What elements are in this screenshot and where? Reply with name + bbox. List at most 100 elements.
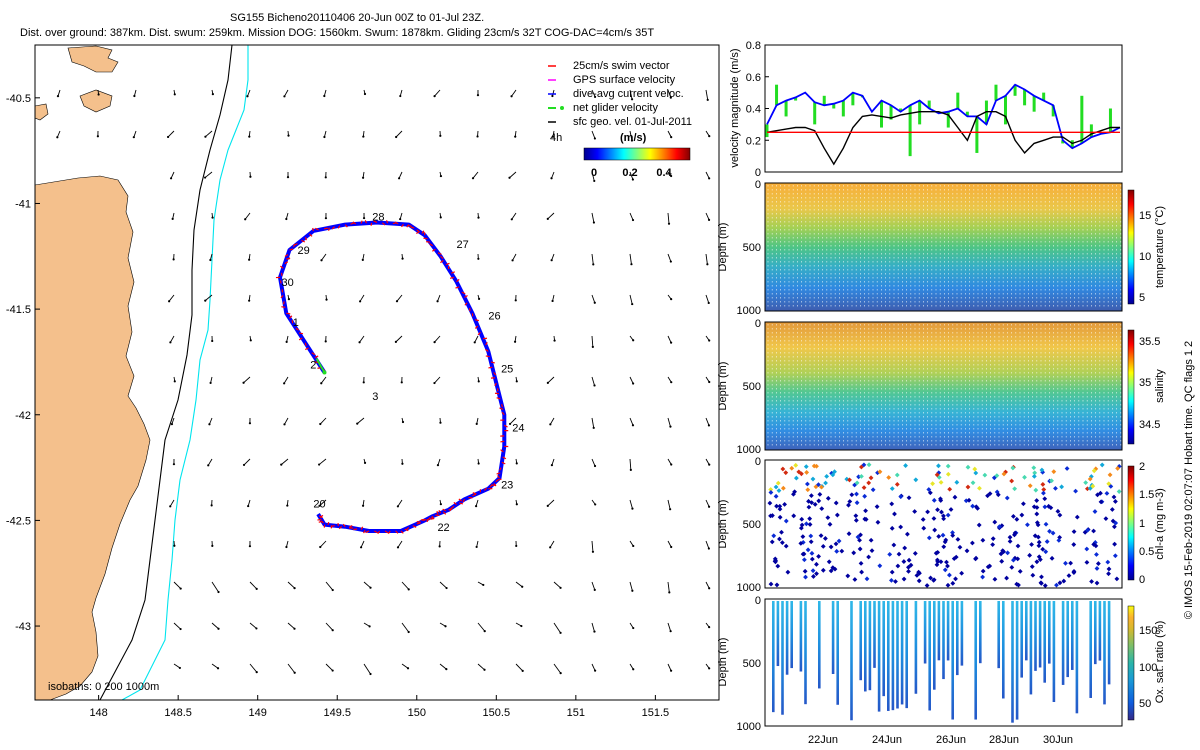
chla-point (853, 517, 859, 523)
chla-point (980, 568, 986, 574)
chla-point (1043, 521, 1049, 527)
chla-point (857, 537, 862, 543)
quiver-arrow (170, 335, 175, 343)
quiver-arrow (283, 376, 289, 384)
chla-cbar-label: chl-a (mg m-3) (1154, 488, 1166, 560)
chla-point (857, 546, 863, 552)
swim-vector (312, 227, 314, 232)
credit-text: © IMOS 15-Feb-2019 02:07:07 Hobart time.… (1183, 341, 1195, 619)
oxygen-dive-bar (790, 601, 793, 669)
chla-point (798, 540, 804, 546)
quiver-head (204, 299, 207, 302)
chla-point (1040, 546, 1046, 552)
oxygen-dive-bar (1061, 601, 1065, 685)
chla-point (804, 470, 810, 475)
chla-point (939, 509, 944, 515)
oxygen-dive-bar (951, 601, 954, 720)
quiver-head (477, 257, 480, 260)
oxygen-ylabel: Depth (m) (717, 638, 729, 687)
quiver-arrow (629, 171, 634, 180)
oxygen-cbar-tick-2: 150 (1139, 625, 1157, 637)
quiver-arrow (705, 171, 710, 179)
quiver-head (550, 177, 553, 180)
quiver-head (401, 420, 405, 424)
swim-vector (281, 306, 286, 308)
swim-vector (365, 530, 370, 534)
chla-point (806, 498, 811, 504)
swim-vector (489, 484, 493, 488)
quiver-head (217, 627, 220, 630)
chla-point (847, 477, 852, 483)
quiver-head (520, 624, 523, 628)
swim-vector (423, 237, 428, 240)
swim-vector (293, 243, 298, 246)
quiver-head (323, 94, 326, 98)
chla-point (1034, 559, 1040, 565)
quiver-head (319, 545, 322, 549)
quiver-head (248, 258, 251, 261)
chla-point (889, 525, 895, 531)
quiver-arrow (395, 130, 403, 138)
quiver-head (559, 586, 562, 589)
chla-point (948, 507, 954, 512)
chla-point (896, 551, 902, 557)
chla-point (936, 534, 942, 539)
oxygen-dive-bar (877, 601, 881, 712)
quiver-head (549, 423, 552, 426)
chla-point (803, 464, 809, 470)
quiver-head (362, 381, 365, 384)
quiver-arrow (173, 581, 181, 589)
quiver-arrow (591, 212, 595, 223)
quiver-head (445, 668, 448, 671)
temperature-frame (764, 182, 1123, 312)
quiver-arrow (474, 335, 479, 343)
quiver-head (632, 626, 635, 630)
chla-point (901, 559, 907, 564)
map-axes: 148 148.5 149 149.5 150 150.5 151 151.5 -40.5 -41… (6, 93, 669, 719)
quiver-arrow (667, 130, 672, 138)
quiver-head (179, 627, 182, 631)
chla-point (943, 537, 949, 543)
swim-vector (386, 220, 389, 224)
quiver-head (133, 94, 136, 98)
swim-vector (298, 337, 303, 341)
chla-point (1066, 573, 1072, 579)
quiver-arrow (439, 663, 447, 670)
swim-vector (500, 440, 505, 443)
quiver-head (559, 672, 562, 675)
quiver-head (363, 461, 367, 464)
swim-vector (394, 221, 399, 225)
swim-vector (464, 295, 468, 298)
quiver-head (396, 546, 400, 549)
quiver-arrow (204, 171, 213, 178)
quiver-head (471, 177, 475, 180)
quiver-head (550, 259, 553, 262)
map-ytick-label: -42.5 (6, 515, 31, 527)
swim-vector (374, 530, 378, 534)
chla-point (1050, 530, 1056, 536)
swim-vector (428, 517, 433, 520)
swim-vector (496, 472, 501, 475)
velocity-series (765, 83, 1121, 166)
chla-point (1056, 537, 1062, 543)
chla-point (785, 569, 791, 575)
quiver-arrow (318, 458, 327, 465)
chla-point (768, 490, 774, 495)
chla-point (804, 481, 810, 487)
legend-swim-label: 25cm/s swim vector (573, 60, 670, 72)
quiver-head (439, 503, 442, 506)
chla-point (1042, 583, 1048, 589)
chla-point (775, 563, 781, 569)
figure-title: SG155 Bicheno20110406 20-Jun 00Z to 01-J… (230, 12, 484, 24)
quiver-arrow (591, 663, 596, 671)
chla-point (980, 574, 986, 580)
quiver-arrow (356, 417, 365, 424)
day-label: 20 (313, 499, 325, 511)
velocity-series-line (766, 111, 1120, 166)
quiver-head (400, 381, 403, 384)
chla-point (1030, 572, 1036, 578)
quiver-head (242, 463, 246, 467)
chla-point (807, 522, 813, 527)
quiver-head (211, 93, 214, 96)
quiver-head (169, 341, 172, 344)
